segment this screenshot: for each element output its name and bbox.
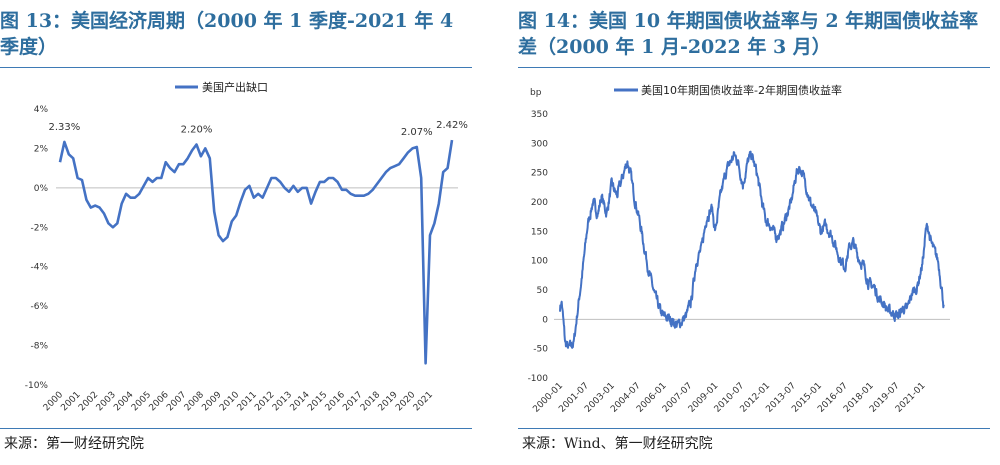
x-tick-label: 2015 bbox=[306, 390, 329, 413]
right-top-rule bbox=[518, 67, 990, 68]
data-annotation-label: 2.07% bbox=[401, 127, 433, 138]
x-tick-label: 2007 bbox=[165, 390, 188, 413]
x-tick-label: 2017 bbox=[341, 390, 364, 413]
left-bottom-rule bbox=[0, 428, 472, 429]
x-tick-label: 2012 bbox=[253, 390, 276, 413]
y-tick-label: -4% bbox=[30, 263, 48, 273]
right-source-note: 来源：Wind、第一财经研究院 bbox=[522, 436, 713, 452]
legend-label: 美国产出缺口 bbox=[202, 80, 268, 94]
y-tick-label: -2% bbox=[30, 223, 48, 233]
y-tick-label: 150 bbox=[531, 227, 548, 237]
yield-spread-series-line bbox=[559, 150, 945, 349]
y-tick-label: 350 bbox=[531, 110, 548, 120]
data-annotation-label: 2.33% bbox=[49, 122, 81, 133]
output-gap-chart: 美国产出缺口4%2%0%-2%-4%-6%-8%-10%200020012002… bbox=[25, 80, 468, 413]
y-tick-label: 0% bbox=[34, 184, 49, 194]
left-top-rule bbox=[0, 67, 472, 68]
y-tick-label: 200 bbox=[531, 198, 548, 208]
x-tick-label: 2021 bbox=[412, 390, 435, 413]
yield-spread-chart: 美国10年期国债收益率-2年期国债收益率 bp 350 300 250 200 150 100… bbox=[528, 83, 950, 415]
y-tick-label: -8% bbox=[30, 342, 48, 352]
left-source-note: 来源：第一财经研究院 bbox=[4, 436, 144, 452]
y-tick-label: 300 bbox=[531, 139, 548, 149]
data-annotation-label: 2.42% bbox=[436, 120, 468, 131]
x-tick-label: 2001 bbox=[59, 390, 82, 413]
x-tick-label: 2013 bbox=[271, 390, 294, 413]
x-tick-label: 2005 bbox=[130, 390, 153, 413]
y-tick-label: -10% bbox=[25, 381, 49, 391]
right-figure-title: 图 14：美国 10 年期国债收益率与 2 年期国债收益率差（2000 年 1 … bbox=[518, 10, 979, 58]
y-tick-label: 2% bbox=[34, 144, 49, 154]
left-figure-title: 图 13：美国经济周期（2000 年 1 季度-2021 年 4 季度） bbox=[0, 10, 454, 58]
left-figure-panel: 图 13：美国经济周期（2000 年 1 季度-2021 年 4 季度） 美国产… bbox=[0, 0, 482, 465]
y-axis-unit-label: bp bbox=[530, 88, 542, 98]
data-annotation-label: 2.20% bbox=[181, 124, 213, 135]
output-gap-series-line bbox=[58, 139, 454, 365]
y-tick-label: 250 bbox=[531, 169, 548, 179]
y-tick-label: -100 bbox=[528, 374, 549, 384]
y-tick-label: 0 bbox=[542, 315, 548, 325]
x-tick-label: 2003 bbox=[95, 390, 118, 413]
x-tick-label: 2011 bbox=[236, 390, 259, 413]
y-tick-label: 4% bbox=[34, 105, 49, 115]
y-tick-label: 100 bbox=[531, 257, 548, 267]
x-tick-label: 2002 bbox=[77, 390, 100, 413]
y-tick-label: -50 bbox=[533, 345, 548, 355]
y-tick-label: -6% bbox=[30, 302, 48, 312]
y-tick-label: 50 bbox=[537, 286, 549, 296]
right-bottom-rule bbox=[518, 428, 990, 429]
legend-label: 美国10年期国债收益率-2年期国债收益率 bbox=[641, 83, 842, 97]
right-figure-panel: 图 14：美国 10 年期国债收益率与 2 年期国债收益率差（2000 年 1 … bbox=[518, 0, 1000, 465]
